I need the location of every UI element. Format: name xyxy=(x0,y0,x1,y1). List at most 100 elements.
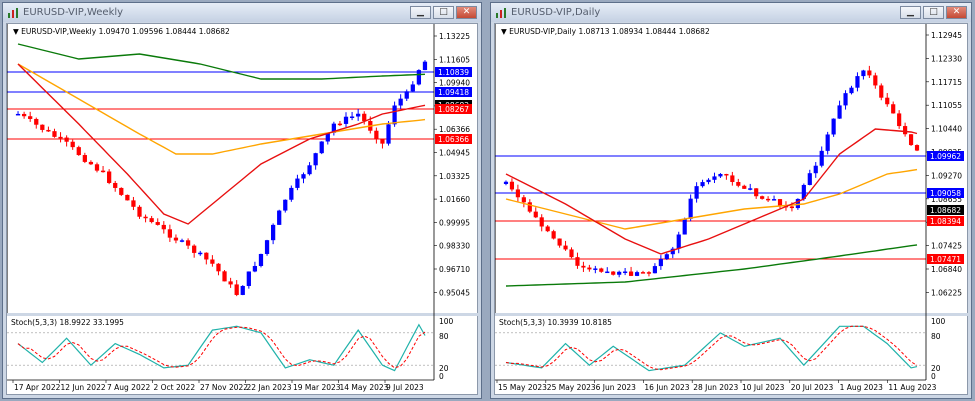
date-label: 1 Aug 2023 xyxy=(840,383,883,392)
candle-body xyxy=(234,284,239,295)
price-label: 1.09270 xyxy=(931,171,962,180)
candle-body xyxy=(161,224,166,230)
candle-body xyxy=(503,181,509,184)
candle-body xyxy=(903,126,908,135)
candle-body xyxy=(754,188,759,197)
candle-body xyxy=(623,271,628,274)
candle-body xyxy=(398,98,403,106)
candle-body xyxy=(216,263,221,272)
candle-body xyxy=(386,124,391,144)
close-button[interactable]: ✕ xyxy=(946,6,967,19)
price-tag xyxy=(927,188,964,198)
price-label: 1.13225 xyxy=(439,32,470,41)
candle-body xyxy=(807,173,812,185)
minimize-button[interactable]: ▁ xyxy=(410,6,431,19)
candle-body xyxy=(94,164,100,171)
candle-body xyxy=(210,259,215,264)
candle-body xyxy=(664,254,669,260)
candle-body xyxy=(380,139,385,144)
candle-body xyxy=(113,182,118,188)
candle-body xyxy=(198,252,203,255)
symbol-info: ▼ EURUSD-VIP,Daily 1.08713 1.08934 1.084… xyxy=(501,27,710,36)
candle-body xyxy=(795,198,800,209)
date-label: 28 Jun 2023 xyxy=(693,383,738,392)
candle-body xyxy=(593,268,598,270)
price-label: 1.12330 xyxy=(931,54,962,63)
stoch-scale-label: 20 xyxy=(439,364,449,373)
stoch-scale-label: 80 xyxy=(439,332,449,341)
pane-separator[interactable] xyxy=(7,313,479,316)
candle-body xyxy=(289,187,294,200)
candle-body xyxy=(295,178,300,188)
minimize-button[interactable]: ▁ xyxy=(900,6,921,19)
maximize-button[interactable]: □ xyxy=(433,6,454,19)
price-label: 0.95045 xyxy=(439,288,470,297)
stoch-scale-label: 100 xyxy=(931,317,946,326)
candle-body xyxy=(356,113,361,117)
candle-body xyxy=(885,97,890,105)
chart-area[interactable]: ▼ EURUSD-VIP,Weekly 1.09470 1.09596 1.08… xyxy=(6,23,479,396)
candle-body xyxy=(688,198,693,219)
maximize-button[interactable]: □ xyxy=(923,6,944,19)
candle-body xyxy=(599,268,604,272)
stoch-info: Stoch(5,3,3) 10.3939 10.8185 xyxy=(499,318,612,327)
chart-window-icon xyxy=(495,7,507,19)
candle-body xyxy=(628,271,634,276)
candle-body xyxy=(813,165,818,174)
candle-body xyxy=(730,175,735,182)
candle-body xyxy=(879,85,884,98)
price-tag xyxy=(927,151,964,161)
chart-area[interactable]: ▼ EURUSD-VIP,Daily 1.08713 1.08934 1.084… xyxy=(494,23,969,396)
candle-body xyxy=(349,116,355,118)
candle-body xyxy=(307,165,312,175)
candle-body xyxy=(173,237,179,241)
candle-body xyxy=(736,181,741,186)
candle-body xyxy=(843,93,848,106)
candle-body xyxy=(646,272,652,274)
candle-body xyxy=(617,271,622,275)
candle-body xyxy=(119,187,124,195)
price-label: 1.08655 xyxy=(931,195,962,204)
date-label: 12 Jun 2022 xyxy=(61,383,106,392)
date-label: 10 Jul 2023 xyxy=(742,383,785,392)
candle-body xyxy=(509,181,515,190)
candle-body xyxy=(712,176,717,180)
candle-body xyxy=(640,272,646,274)
candle-body xyxy=(819,150,824,166)
candle-body xyxy=(46,129,51,132)
stoch-info: Stoch(5,3,3) 18.9922 33.1995 xyxy=(11,318,124,327)
date-label: 15 May 2023 xyxy=(498,383,547,392)
moving-average-line xyxy=(17,63,426,155)
candle-body xyxy=(416,70,422,85)
candle-body xyxy=(777,199,783,206)
candle-body xyxy=(374,130,379,140)
pane-separator[interactable] xyxy=(495,313,969,316)
date-label: 2 Oct 2022 xyxy=(154,383,196,392)
candle-body xyxy=(801,184,806,199)
daily-chart-svg[interactable]: ▼ EURUSD-VIP,Daily 1.08713 1.08934 1.084… xyxy=(495,24,969,396)
price-tag-text: 1.08682 xyxy=(930,206,961,215)
candle-body xyxy=(131,200,136,207)
price-label: 1.07425 xyxy=(931,242,962,251)
candle-body xyxy=(240,285,245,295)
stoch-signal-line xyxy=(17,326,426,369)
window-title: EURUSD-VIP,Weekly xyxy=(23,7,124,18)
weekly-chart-svg[interactable]: ▼ EURUSD-VIP,Weekly 1.09470 1.09596 1.08… xyxy=(7,24,479,396)
weekly-chart-window[interactable]: EURUSD-VIP,Weekly ▁ □ ✕ ▼ EURUSD-VIP,Wee… xyxy=(2,2,482,399)
close-button[interactable]: ✕ xyxy=(456,6,477,19)
candle-body xyxy=(849,87,854,94)
price-tag-text: 1.07471 xyxy=(930,255,961,264)
candle-body xyxy=(670,248,675,255)
price-tag-text: 1.09058 xyxy=(930,189,961,198)
candle-body xyxy=(551,231,556,239)
candle-body xyxy=(179,240,185,242)
title-bar[interactable]: EURUSD-VIP,Daily ▁ □ ✕ xyxy=(491,3,971,22)
title-bar[interactable]: EURUSD-VIP,Weekly ▁ □ ✕ xyxy=(3,3,481,22)
stoch-scale-label: 80 xyxy=(931,332,941,341)
candle-body xyxy=(533,211,538,218)
date-label: 6 Jun 2023 xyxy=(596,383,637,392)
candle-body xyxy=(867,70,872,76)
stoch-scale-label: 100 xyxy=(439,317,454,326)
candle-body xyxy=(88,161,94,165)
daily-chart-window[interactable]: EURUSD-VIP,Daily ▁ □ ✕ ▼ EURUSD-VIP,Dail… xyxy=(490,2,972,399)
